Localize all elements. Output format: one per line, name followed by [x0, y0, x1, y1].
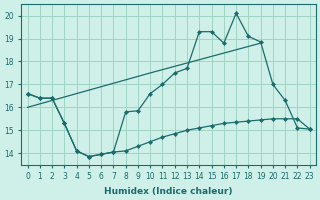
- X-axis label: Humidex (Indice chaleur): Humidex (Indice chaleur): [104, 187, 233, 196]
